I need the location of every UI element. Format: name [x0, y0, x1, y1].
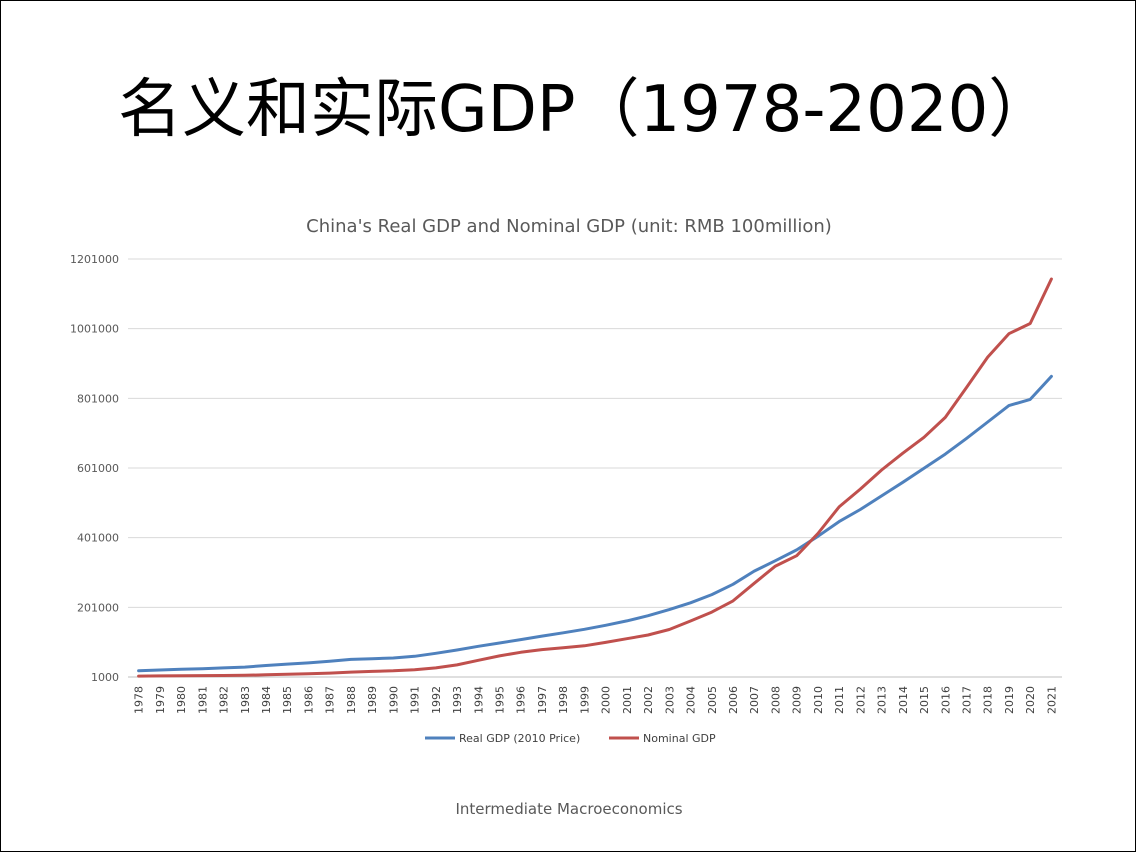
y-tick-label: 601000	[77, 462, 119, 475]
y-tick-label: 1201000	[70, 253, 119, 266]
x-tick-label: 2020	[1024, 686, 1037, 714]
x-tick-label: 2017	[960, 686, 973, 714]
x-tick-label: 1997	[536, 686, 549, 714]
x-tick-label: 1989	[366, 686, 379, 714]
slide-title: 名义和实际GDP（1978-2020）	[118, 73, 1053, 147]
x-tick-label: 1979	[154, 686, 167, 714]
x-tick-label: 1985	[281, 686, 294, 714]
x-tick-label: 1981	[196, 686, 209, 714]
x-tick-label: 1991	[409, 686, 422, 714]
x-tick-label: 2008	[769, 686, 782, 714]
x-tick-label: 1994	[472, 686, 485, 714]
x-tick-label: 2003	[663, 686, 676, 714]
x-tick-label: 2007	[748, 686, 761, 714]
legend-label: Real GDP (2010 Price)	[459, 732, 580, 745]
x-tick-label: 2021	[1045, 686, 1058, 714]
y-tick-label: 1001000	[70, 323, 119, 336]
series-line-real-gdp	[137, 374, 1053, 673]
x-tick-label: 1998	[557, 686, 570, 714]
x-tick-label: 2019	[1003, 686, 1016, 714]
x-tick-label: 1978	[133, 686, 146, 714]
y-tick-label: 201000	[77, 601, 119, 614]
slide-footer: Intermediate Macroeconomics	[455, 800, 683, 818]
x-tick-label: 1980	[175, 686, 188, 714]
x-tick-label: 2001	[621, 686, 634, 714]
x-tick-label: 1988	[345, 686, 358, 714]
legend-label: Nominal GDP	[643, 732, 716, 745]
x-tick-label: 1993	[451, 686, 464, 714]
chart-title: China's Real GDP and Nominal GDP (unit: …	[306, 216, 832, 237]
x-tick-label: 1999	[578, 686, 591, 714]
x-tick-label: 2006	[727, 686, 740, 714]
x-tick-label: 1992	[430, 686, 443, 714]
x-tick-label: 2015	[918, 686, 931, 714]
x-tick-label: 2002	[642, 686, 655, 714]
x-tick-label: 2004	[685, 686, 698, 714]
series-line-nominal-gdp	[137, 277, 1053, 678]
x-tick-label: 1996	[515, 686, 528, 714]
x-tick-label: 1995	[493, 686, 506, 714]
x-tick-label: 2000	[600, 686, 613, 714]
x-tick-label: 1983	[239, 686, 252, 714]
x-tick-label: 2018	[982, 686, 995, 714]
y-tick-label: 801000	[77, 392, 119, 405]
x-tick-label: 2014	[897, 686, 910, 714]
x-tick-label: 2009	[791, 686, 804, 714]
x-tick-label: 2010	[812, 686, 825, 714]
x-tick-label: 2011	[833, 686, 846, 714]
x-tick-label: 1984	[260, 686, 273, 714]
x-tick-label: 1987	[324, 686, 337, 714]
x-tick-label: 2013	[876, 686, 889, 714]
y-tick-label: 1000	[91, 671, 119, 684]
x-tick-label: 2016	[939, 686, 952, 714]
x-tick-label: 1986	[302, 686, 315, 714]
x-tick-label: 2005	[706, 686, 719, 714]
x-tick-label: 1982	[218, 686, 231, 714]
y-tick-label: 401000	[77, 532, 119, 545]
x-tick-label: 1990	[387, 686, 400, 714]
x-tick-label: 2012	[854, 686, 867, 714]
